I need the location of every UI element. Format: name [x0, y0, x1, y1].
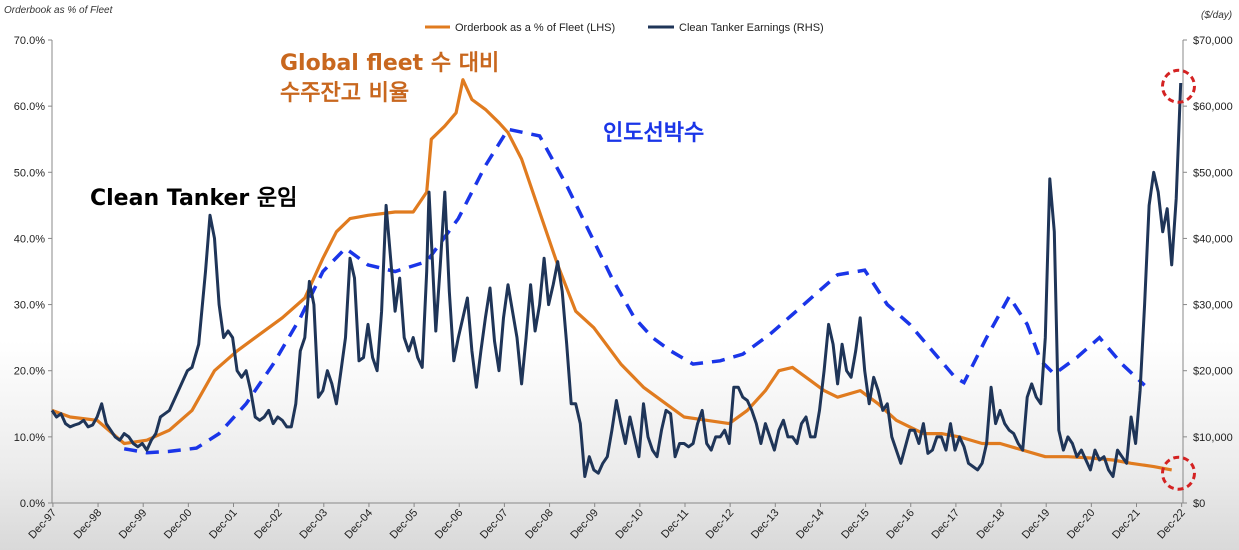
left-y-tick-label: 10.0%: [14, 432, 45, 444]
x-tick-label: Dec-09: [568, 507, 601, 541]
right-y-tick-label: $70,000: [1193, 35, 1233, 47]
annotation-orderbook-line1: Global fleet 수 대비: [280, 51, 499, 76]
x-tick-label: Dec-08: [523, 507, 556, 541]
x-tick-labels: Dec-97 Dec-98 Dec-99 Dec-00 Dec-01 Dec-02 Dec-…: [26, 507, 1187, 541]
x-tick-label: Dec-10: [613, 507, 646, 541]
right-y-tick-label: $30,000: [1193, 300, 1233, 312]
annotation-earnings: Clean Tanker 운임: [90, 186, 297, 211]
x-tick-label: Dec-05: [388, 507, 421, 541]
earnings-line: [50, 82, 1183, 478]
x-tick-label: Dec-13: [749, 507, 782, 541]
left-y-tick-label: 0.0%: [20, 498, 45, 510]
x-tick-label: Dec-16: [884, 507, 917, 541]
x-tick-label: Dec-98: [72, 507, 105, 541]
left-y-tick-label: 40.0%: [14, 233, 45, 245]
legend: Orderbook as a % of Fleet (LHS) Clean Ta…: [425, 22, 824, 34]
left-y-tick-label: 30.0%: [14, 300, 45, 312]
right-axis-title: ($/day): [1201, 10, 1232, 21]
x-tick-label: Dec-06: [433, 507, 466, 541]
delivered-ships-dashed-line: [123, 127, 1146, 455]
right-y-tick-label: $40,000: [1193, 233, 1233, 245]
earnings-peak-circle: [1160, 68, 1196, 104]
axes: [48, 39, 1187, 507]
right-y-tick-label: $20,000: [1193, 366, 1233, 378]
orderbook-line: [51, 78, 1172, 472]
x-tick-label: Dec-18: [975, 507, 1008, 541]
highlight-circles: [1160, 68, 1196, 491]
left-y-tick-label: 50.0%: [14, 167, 45, 179]
left-axis-title: Orderbook as % of Fleet: [4, 5, 114, 16]
right-y-tick-label: $0: [1193, 498, 1205, 510]
x-tick-label: Dec-99: [117, 507, 150, 541]
x-tick-label: Dec-19: [1020, 507, 1053, 541]
annotation-deliveries: 인도선박수: [603, 121, 704, 146]
x-tick-label: Dec-17: [929, 507, 962, 541]
x-tick-label: Dec-15: [839, 507, 872, 541]
x-tick-label: Dec-04: [343, 507, 376, 541]
left-y-tick-label: 60.0%: [14, 101, 45, 113]
x-tick-label: Dec-97: [26, 507, 59, 541]
annotation-orderbook-line2: 수주잔고 비율: [280, 81, 409, 106]
x-tick-label: Dec-01: [207, 507, 240, 541]
x-tick-label: Dec-20: [1065, 507, 1098, 541]
legend-label-earnings: Clean Tanker Earnings (RHS): [679, 22, 824, 34]
x-tick-label: Dec-22: [1155, 507, 1188, 541]
left-y-tick-label: 20.0%: [14, 366, 45, 378]
x-tick-label: Dec-21: [1110, 507, 1143, 541]
legend-label-orderbook: Orderbook as a % of Fleet (LHS): [455, 22, 615, 34]
x-tick-label: Dec-02: [252, 507, 285, 541]
x-tick-label: Dec-07: [478, 507, 511, 541]
x-tick-label: Dec-11: [659, 507, 691, 541]
x-tick-label: Dec-00: [162, 507, 195, 541]
right-y-tick-label: $10,000: [1193, 432, 1233, 444]
right-y-tick-labels: $0 $10,000 $20,000 $30,000 $40,000 $50,000 $60…: [1193, 35, 1233, 510]
x-tick-label: Dec-12: [704, 507, 737, 541]
left-y-tick-label: 70.0%: [14, 35, 45, 47]
right-y-tick-label: $60,000: [1193, 101, 1233, 113]
right-y-tick-label: $50,000: [1193, 167, 1233, 179]
x-tick-label: Dec-03: [297, 507, 330, 541]
orderbook-low-circle: [1160, 455, 1196, 491]
x-tick-label: Dec-14: [794, 507, 827, 541]
left-y-tick-labels: 0.0% 10.0% 20.0% 30.0% 40.0% 50.0% 60.0% 70.0%: [14, 35, 45, 510]
